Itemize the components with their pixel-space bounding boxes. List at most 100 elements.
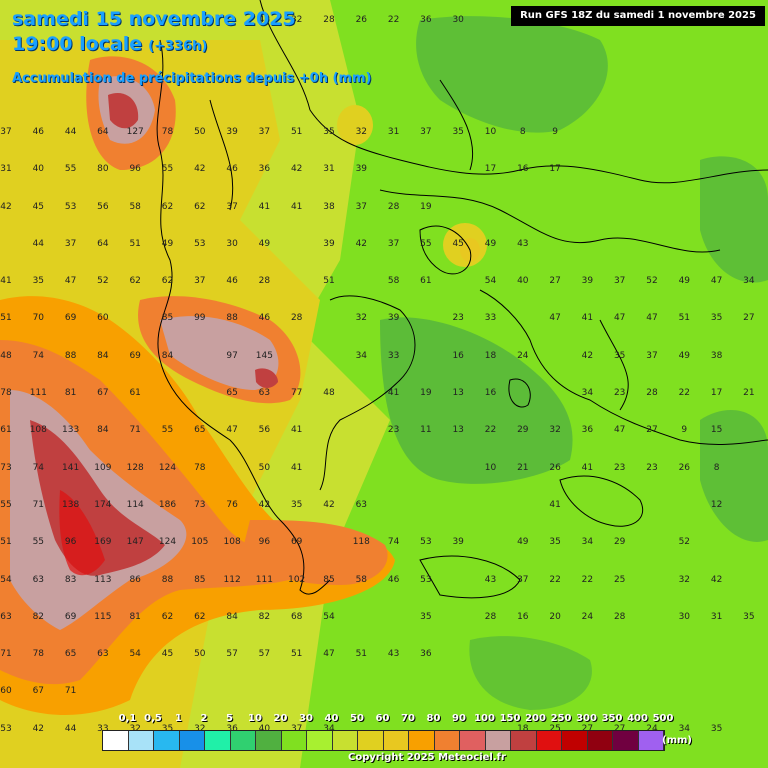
grid-value: 55	[420, 238, 432, 249]
grid-value: 51	[290, 649, 303, 660]
grid-value: 128	[126, 462, 144, 473]
grid-value: 41	[581, 313, 594, 324]
grid-value: 108	[223, 537, 241, 548]
legend-label: 5	[226, 713, 233, 724]
grid-value: 46	[226, 276, 238, 287]
grid-value: 49	[517, 537, 529, 548]
grid-value: 145	[255, 350, 273, 361]
grid-value: 61	[420, 276, 432, 287]
grid-value: 30	[678, 611, 691, 622]
grid-value: 42	[32, 723, 45, 734]
grid-value: 147	[126, 537, 144, 548]
grid-value: 53	[64, 201, 77, 212]
grid-value: 84	[226, 611, 238, 622]
grid-value: 15	[710, 425, 723, 436]
grid-value: 50	[194, 126, 206, 137]
copyright: Copyright 2025 Meteociel.fr	[348, 752, 506, 763]
grid-value: 37	[0, 126, 12, 137]
grid-value: 37	[355, 201, 368, 212]
grid-value: 52	[97, 276, 109, 287]
grid-value: 78	[32, 649, 45, 660]
grid-value: 80	[97, 164, 109, 175]
grid-value: 37	[613, 276, 626, 287]
grid-value: 49	[161, 238, 174, 249]
grid-value: 85	[323, 574, 335, 585]
map-subtitle: Accumulation de précipitations depuis +0…	[12, 71, 372, 86]
legend-label: 400	[627, 713, 648, 724]
color-swatch	[281, 731, 307, 750]
grid-value: 42	[581, 350, 594, 361]
grid-value: 55	[64, 164, 77, 175]
grid-value: 85	[161, 313, 174, 324]
grid-value: 56	[258, 425, 271, 436]
grid-value: 81	[64, 388, 77, 398]
grid-value: 44	[32, 238, 45, 249]
grid-value: 36	[420, 649, 432, 660]
grid-value: 67	[32, 686, 45, 697]
grid-value: 16	[517, 611, 529, 622]
grid-value: 84	[161, 350, 174, 361]
grid-value: 49	[678, 350, 691, 361]
legend-label: 50	[350, 713, 364, 724]
grid-value: 32	[129, 723, 141, 734]
grid-value: 12	[710, 499, 723, 510]
grid-value: 37	[64, 238, 77, 249]
color-swatch	[154, 731, 180, 750]
grid-value: 47	[549, 313, 561, 324]
grid-value: 71	[32, 499, 45, 510]
grid-value: 37	[258, 126, 271, 137]
grid-value: 169	[94, 537, 112, 548]
legend-label: 300	[576, 713, 597, 724]
grid-value: 32	[355, 313, 368, 324]
grid-value: 114	[126, 499, 144, 510]
grid-value: 88	[161, 574, 174, 585]
grid-value: 25	[549, 723, 561, 734]
grid-value: 38	[323, 201, 335, 212]
grid-value: 48	[0, 350, 12, 361]
grid-value: 43	[258, 15, 271, 25]
grid-value: 40	[258, 723, 271, 734]
color-swatch	[103, 731, 129, 750]
grid-value: 38	[710, 350, 723, 361]
grid-value: 36	[420, 15, 432, 25]
grid-value: 73	[0, 462, 12, 473]
grid-value: 138	[62, 499, 80, 510]
run-info: Run GFS 18Z du samedi 1 novembre 2025	[511, 6, 765, 26]
legend-unit: (mm)	[662, 735, 692, 746]
color-scale	[102, 730, 665, 751]
grid-value: 40	[32, 164, 45, 175]
grid-value: 44	[64, 723, 77, 734]
grid-value: 46	[387, 574, 400, 585]
grid-value: 51	[129, 238, 141, 249]
grid-value: 65	[194, 425, 206, 436]
legend-label: 10	[248, 713, 262, 724]
grid-value: 17	[549, 164, 561, 175]
grid-value: 51	[0, 537, 12, 548]
grid-value: 29	[613, 537, 626, 548]
grid-value: 60	[97, 313, 109, 324]
grid-value: 124	[158, 462, 177, 473]
grid-value: 51	[678, 313, 691, 324]
color-swatch	[638, 731, 664, 750]
grid-value: 32	[194, 723, 206, 734]
grid-value: 82	[258, 611, 271, 622]
color-swatch	[358, 731, 384, 750]
color-swatch	[205, 731, 231, 750]
grid-value: 74	[387, 537, 400, 548]
grid-value: 42	[0, 201, 12, 212]
grid-value: 63	[32, 574, 45, 585]
grid-value: 41	[581, 462, 594, 473]
legend-label: 1	[175, 713, 182, 724]
grid-value: 16	[452, 350, 464, 361]
grid-value: 141	[62, 462, 80, 473]
grid-value: 47	[226, 425, 238, 436]
legend-label: 80	[426, 713, 441, 724]
grid-value: 27	[743, 313, 755, 324]
color-swatch	[128, 731, 154, 750]
color-swatch	[536, 731, 562, 750]
legend-label: 20	[273, 713, 288, 724]
grid-value: 34	[743, 276, 755, 287]
legend-label: 100	[474, 713, 495, 724]
color-swatch	[409, 731, 435, 750]
grid-value: 17	[710, 388, 723, 398]
